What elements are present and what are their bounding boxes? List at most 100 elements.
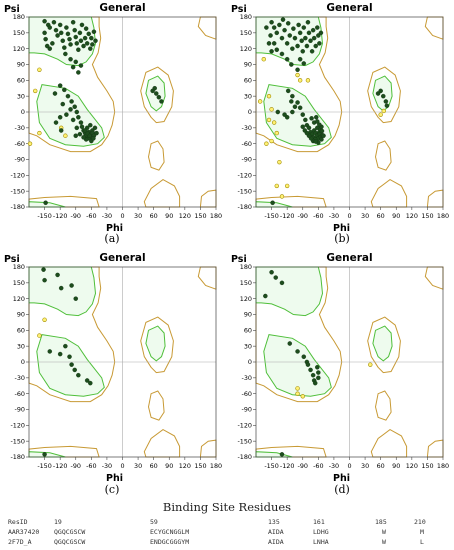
residue-point xyxy=(284,56,290,62)
residue-point xyxy=(84,41,90,46)
y-tick-label: 120 xyxy=(13,295,25,303)
residue-point xyxy=(64,25,69,30)
residue-point xyxy=(88,122,93,128)
residue-point xyxy=(58,128,64,133)
x-tick-label: -120 xyxy=(53,212,68,220)
residue-point xyxy=(42,18,47,24)
y-tick-label: -180 xyxy=(10,453,25,461)
table-cell: 135 xyxy=(268,518,280,526)
residue-point xyxy=(305,362,311,367)
residue-point xyxy=(90,42,95,47)
residue-point xyxy=(74,125,80,131)
outlier-point xyxy=(279,194,285,199)
residue-point xyxy=(282,112,287,117)
residue-point xyxy=(89,35,94,41)
table-cell: QGQCGSCW xyxy=(54,528,86,536)
y-tick-label: 90 xyxy=(244,311,252,319)
residue-point xyxy=(301,354,307,359)
table-cell: 210 xyxy=(414,518,426,526)
outlier-point xyxy=(266,93,272,99)
allowed-region-outline xyxy=(147,140,165,171)
residue-point xyxy=(310,372,316,378)
x-tick-label: -150 xyxy=(37,212,52,220)
residue-point xyxy=(69,362,74,367)
residue-point xyxy=(316,375,321,381)
y-tick-label: -120 xyxy=(237,172,252,180)
table-cell: AIDA xyxy=(268,528,284,536)
residue-point xyxy=(313,139,318,144)
y-tick-label: -90 xyxy=(242,406,252,414)
x-tick-label: 0 xyxy=(347,462,351,470)
residue-point xyxy=(67,36,72,42)
x-tick-label: -150 xyxy=(264,462,279,470)
residue-point xyxy=(156,94,162,100)
residue-point xyxy=(76,372,81,378)
residue-point xyxy=(79,22,85,28)
residue-point xyxy=(67,354,72,359)
x-tick-label: 150 xyxy=(194,212,206,220)
residue-point xyxy=(279,51,285,57)
y-tick-label: -60 xyxy=(15,390,25,398)
x-tick-label: -30 xyxy=(329,212,339,220)
y-tick-label: 180 xyxy=(240,263,252,271)
residue-point xyxy=(63,343,68,349)
residue-point xyxy=(86,31,91,37)
plot-svg-d: -150 -120 -90 -60 -30 0 30 60 90 120 150 1801801501… xyxy=(227,250,454,498)
y-tick-label: 30 xyxy=(17,92,25,100)
residue-point xyxy=(55,33,60,38)
y-tick-label: 60 xyxy=(17,327,25,335)
x-tick-label: 60 xyxy=(150,212,158,220)
table-cell: 161 xyxy=(313,518,325,526)
y-axis-label: Psi xyxy=(231,254,247,265)
x-tick-label: -150 xyxy=(264,212,279,220)
residue-point xyxy=(70,64,76,70)
x-tick-label: 60 xyxy=(377,212,385,220)
outlier-point xyxy=(37,67,42,72)
residue-point xyxy=(91,136,96,141)
table-cell: LDHG xyxy=(313,528,329,536)
residue-point xyxy=(62,87,67,93)
x-axis-label: Phi xyxy=(106,473,123,484)
caption-c: (c) xyxy=(104,483,120,496)
y-tick-label: 60 xyxy=(244,327,252,335)
favored-region-outline xyxy=(372,325,393,362)
residue-point xyxy=(69,283,74,288)
residue-point xyxy=(306,30,312,36)
residue-point xyxy=(299,38,304,44)
y-tick-label: -90 xyxy=(242,156,252,164)
residue-point xyxy=(68,56,73,62)
x-tick-label: 90 xyxy=(165,462,173,470)
residue-point xyxy=(57,351,63,357)
residue-point xyxy=(295,100,300,105)
table-cell: 2F7D_A xyxy=(8,538,32,546)
y-tick-label: 30 xyxy=(244,342,252,350)
residue-point xyxy=(297,56,303,62)
x-tick-label: 90 xyxy=(392,212,400,220)
outlier-point xyxy=(257,99,263,104)
residue-point xyxy=(78,63,84,68)
outlier-point xyxy=(37,333,42,338)
residue-point xyxy=(73,133,79,138)
residue-point xyxy=(73,59,79,65)
x-tick-label: 0 xyxy=(120,462,124,470)
residue-point xyxy=(52,91,58,96)
residue-point xyxy=(73,296,79,301)
allowed-region-outline xyxy=(143,179,181,208)
residue-point xyxy=(76,47,81,52)
outlier-point xyxy=(264,141,269,146)
residue-point xyxy=(321,133,326,138)
x-tick-label: 30 xyxy=(361,462,369,470)
residue-point xyxy=(315,25,320,30)
y-tick-label: 150 xyxy=(13,279,25,287)
x-axis-label: Phi xyxy=(106,223,123,234)
allowed-region-outline xyxy=(367,66,401,124)
table-cell: AIDA xyxy=(268,538,284,546)
x-tick-label: -60 xyxy=(313,462,323,470)
residue-point xyxy=(65,93,71,99)
residue-point xyxy=(279,35,285,41)
residue-point xyxy=(297,30,303,36)
outlier-point xyxy=(27,141,33,146)
outlier-point xyxy=(33,88,38,94)
outlier-point xyxy=(378,112,383,117)
y-tick-label: -90 xyxy=(15,406,25,414)
